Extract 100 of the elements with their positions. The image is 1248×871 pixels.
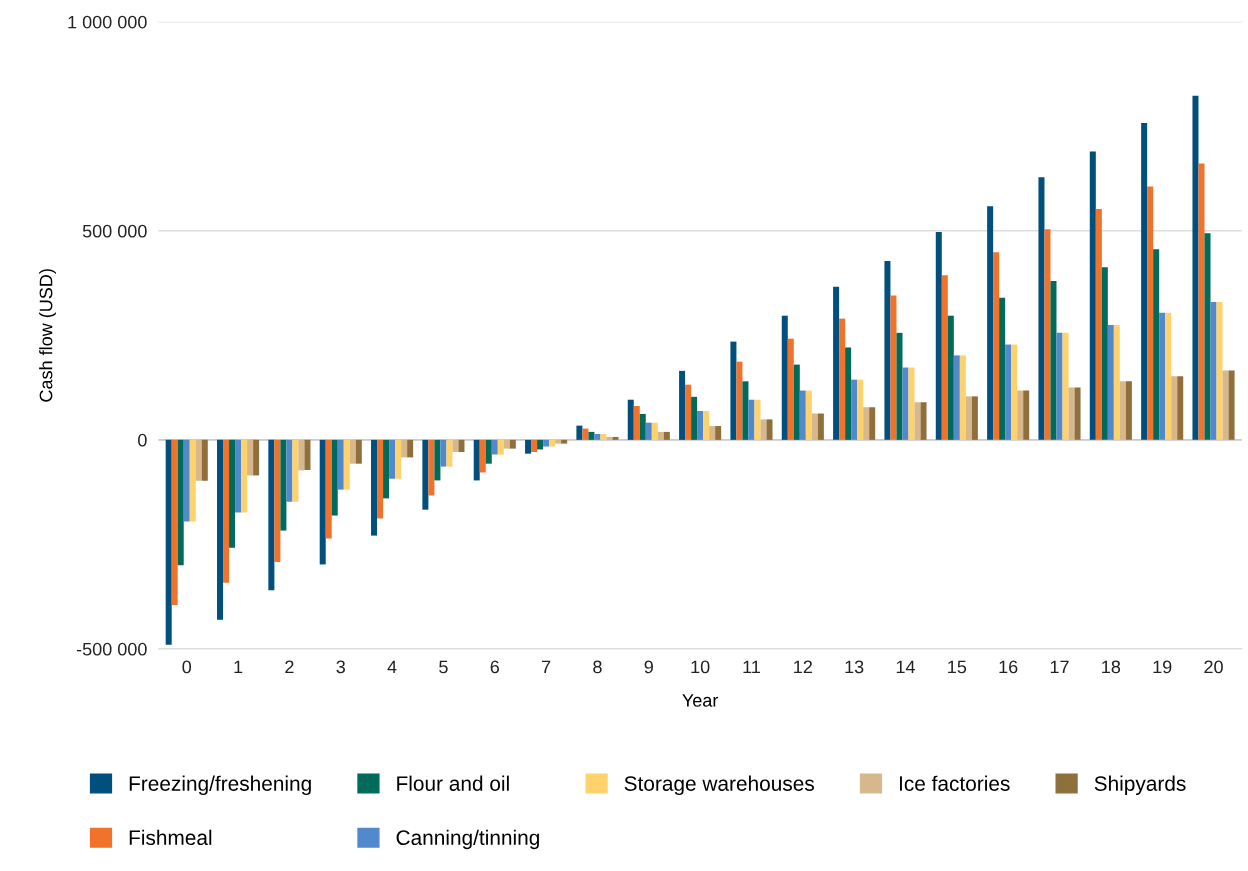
bar xyxy=(274,439,281,562)
bar xyxy=(993,252,1000,440)
x-tick-label: 0 xyxy=(182,660,192,674)
bar xyxy=(851,379,858,440)
legend-label: Storage warehouses xyxy=(624,775,814,796)
x-tick-label: 15 xyxy=(948,660,967,674)
bar xyxy=(1222,370,1229,440)
bar xyxy=(1159,312,1166,440)
bar xyxy=(407,439,414,458)
legend-label: Freezing/freshening xyxy=(129,775,311,796)
bar xyxy=(377,439,384,519)
bar xyxy=(292,439,299,502)
x-tick-label: 20 xyxy=(1204,660,1223,674)
bar xyxy=(817,413,824,440)
bar xyxy=(657,431,664,440)
bar xyxy=(1068,387,1075,440)
bar xyxy=(1198,163,1205,440)
y-axis-title: Cash flow (USD) xyxy=(39,269,56,402)
bar xyxy=(1147,186,1154,440)
x-tick-label: 3 xyxy=(336,660,345,674)
x-tick-label: 9 xyxy=(644,660,653,674)
bar xyxy=(395,439,402,479)
x-tick-label: 2 xyxy=(285,660,294,674)
bar xyxy=(1171,376,1178,440)
bar xyxy=(183,439,190,522)
x-tick-label: 4 xyxy=(387,660,397,674)
x-tick-label: 11 xyxy=(743,660,760,674)
bar xyxy=(201,439,208,481)
bar xyxy=(999,297,1006,440)
legend-label: Fishmeal xyxy=(129,829,212,846)
bar xyxy=(781,315,788,440)
bar xyxy=(805,390,812,440)
bar xyxy=(612,436,619,440)
bar xyxy=(935,232,942,440)
bar xyxy=(600,434,607,440)
bar xyxy=(971,396,978,440)
y-tick-label: 1 000 000 xyxy=(68,15,147,29)
bar xyxy=(1101,267,1108,440)
bar xyxy=(730,341,737,440)
bar xyxy=(833,286,840,440)
legend-label: Flour and oil xyxy=(397,775,509,791)
bar xyxy=(286,439,293,502)
bar xyxy=(349,439,356,464)
bar xyxy=(458,439,465,452)
x-tick-label: 8 xyxy=(593,660,602,674)
y-tick-label: 0 xyxy=(138,433,147,447)
x-tick-label: 16 xyxy=(999,660,1018,674)
x-axis-title: Year xyxy=(682,694,719,707)
bar xyxy=(1038,177,1045,440)
bar xyxy=(241,439,248,513)
bar xyxy=(1023,390,1030,440)
bar xyxy=(679,370,686,440)
bar xyxy=(715,426,722,440)
bar xyxy=(965,396,972,440)
bar xyxy=(229,439,236,548)
x-tick-label: 5 xyxy=(439,660,448,674)
bar xyxy=(663,431,670,440)
x-tick-label: 18 xyxy=(1102,660,1121,674)
bar xyxy=(428,439,435,496)
bar xyxy=(1044,229,1051,440)
bar xyxy=(890,295,897,440)
bar xyxy=(217,439,224,620)
bar xyxy=(1095,209,1102,440)
bar xyxy=(298,439,305,471)
bar xyxy=(537,439,544,450)
bar xyxy=(754,399,761,440)
bar xyxy=(1177,376,1184,440)
bar xyxy=(1192,95,1199,440)
bar xyxy=(709,426,716,440)
bar xyxy=(582,428,589,440)
bar xyxy=(869,407,876,440)
bar xyxy=(171,439,178,605)
bar xyxy=(987,206,994,440)
bar xyxy=(325,439,332,539)
x-tick-label: 6 xyxy=(490,660,499,674)
bar xyxy=(304,439,311,470)
bar xyxy=(863,407,870,440)
bar xyxy=(920,402,927,440)
bar xyxy=(760,419,767,440)
bar xyxy=(645,422,652,440)
bar xyxy=(1113,324,1120,440)
bar xyxy=(588,431,595,440)
bar xyxy=(748,399,755,440)
bar xyxy=(253,439,260,476)
bar xyxy=(401,439,408,458)
bar xyxy=(268,439,275,591)
bar xyxy=(555,439,562,444)
bar xyxy=(1005,344,1012,440)
bar xyxy=(703,411,710,440)
bar xyxy=(531,439,538,452)
bar xyxy=(1017,390,1024,440)
bar xyxy=(896,332,903,440)
bar xyxy=(355,439,362,464)
bar xyxy=(561,439,568,444)
bar xyxy=(633,405,640,440)
bar xyxy=(343,439,350,490)
bar xyxy=(1228,370,1235,440)
x-tick-label: 13 xyxy=(845,660,864,674)
bar xyxy=(799,390,806,440)
bar xyxy=(793,364,800,440)
